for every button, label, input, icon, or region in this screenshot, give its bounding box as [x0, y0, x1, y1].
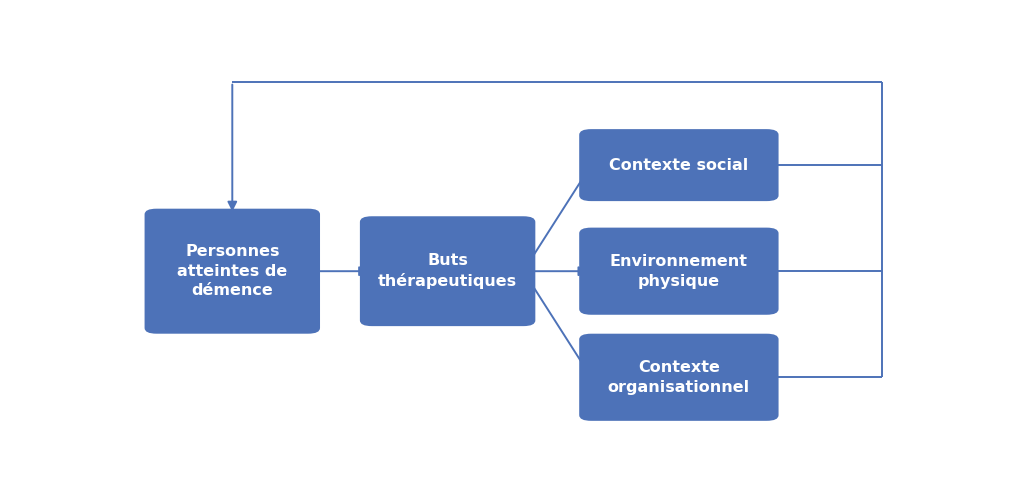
Text: Contexte
organisationnel: Contexte organisationnel: [608, 360, 750, 395]
Text: Personnes
atteintes de
démence: Personnes atteintes de démence: [177, 244, 287, 299]
FancyBboxPatch shape: [579, 228, 779, 315]
Text: Buts
thérapeutiques: Buts thérapeutiques: [378, 253, 518, 289]
Text: Contexte social: Contexte social: [609, 157, 748, 173]
FancyBboxPatch shape: [579, 129, 779, 201]
FancyBboxPatch shape: [579, 334, 779, 421]
Text: Environnement
physique: Environnement physique: [610, 254, 748, 289]
FancyBboxPatch shape: [360, 216, 535, 326]
FancyBboxPatch shape: [144, 209, 320, 334]
